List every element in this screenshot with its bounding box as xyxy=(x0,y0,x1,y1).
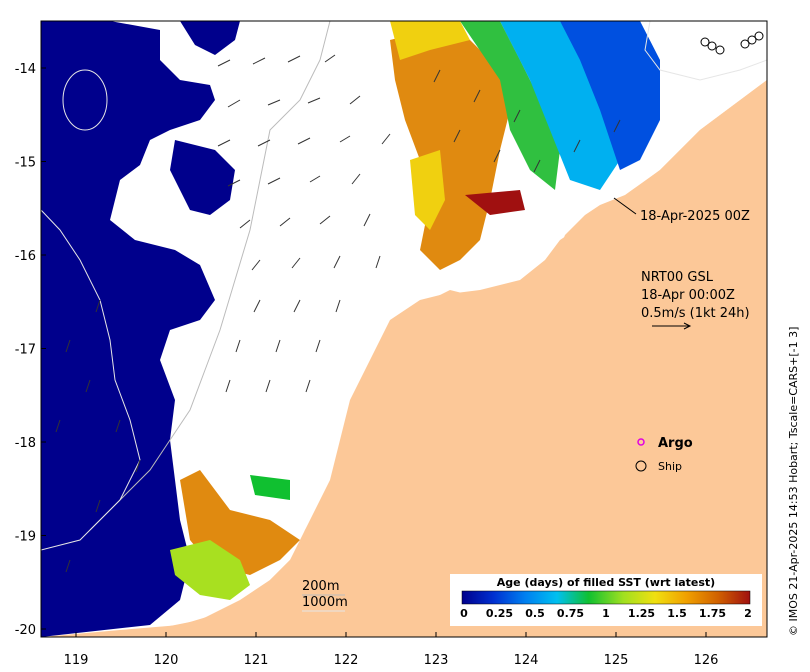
sst-yellow-patch xyxy=(410,150,445,230)
colorbar-labels: 0 0.25 0.5 0.75 1 1.25 1.5 1.75 2 xyxy=(460,607,752,620)
ship-label: Ship xyxy=(658,460,682,473)
sst-lime-south xyxy=(170,540,250,600)
colorbar-gradient xyxy=(461,590,751,605)
map-plot-area xyxy=(41,21,767,637)
colorbar-tick-label: 0.5 xyxy=(525,607,545,620)
x-tick-label: 124 xyxy=(514,653,539,668)
colorbar-title: Age (days) of filled SST (wrt latest) xyxy=(497,576,715,589)
current-legend: NRT00 GSL 18-Apr 00:00Z 0.5m/s (1kt 24h) xyxy=(641,270,750,330)
date-pointer: 18-Apr-2025 00Z xyxy=(613,197,750,224)
argo-marker-icon xyxy=(637,438,645,446)
sst-yellow-band xyxy=(390,21,470,60)
current-time: 18-Apr 00:00Z xyxy=(641,288,735,303)
coastline-land xyxy=(90,80,767,637)
plot-frame xyxy=(40,20,768,638)
current-title: NRT00 GSL xyxy=(641,270,714,285)
colorbar-tick-label: 0.25 xyxy=(486,607,513,620)
colorbar-tick-label: 0 xyxy=(460,607,468,620)
colorbar-tick-label: 0.75 xyxy=(557,607,584,620)
argo-legend: Argo xyxy=(637,436,693,451)
y-tick-label: -16 xyxy=(15,249,36,264)
argo-label: Argo xyxy=(658,436,693,451)
sst-old-north xyxy=(180,21,240,55)
sst-old-patch xyxy=(170,140,235,215)
current-scale: 0.5m/s (1kt 24h) xyxy=(641,306,750,321)
x-tick-label: 123 xyxy=(424,653,449,668)
sst-blue-east xyxy=(560,21,660,170)
x-tick-label: 122 xyxy=(334,653,359,668)
date-pointer-label: 18-Apr-2025 00Z xyxy=(640,209,750,224)
dampier-peninsula xyxy=(430,300,480,385)
ship-tracks xyxy=(700,31,764,55)
contour-200m xyxy=(89,21,331,531)
ship-marker-icon xyxy=(635,460,647,472)
credit-text: © IMOS 21-Apr-2025 14:53 Hobart; Tscale=… xyxy=(787,327,800,636)
y-tick-label: -19 xyxy=(15,530,36,545)
depth-legend: 200m 1000m xyxy=(302,579,348,612)
y-tick-label: -14 xyxy=(15,62,36,77)
sst-old-west xyxy=(41,21,215,637)
contour-east xyxy=(644,21,767,81)
colorbar-tick-label: 1.25 xyxy=(628,607,655,620)
x-tick-label: 120 xyxy=(154,653,179,668)
y-tick-label: -15 xyxy=(15,156,36,171)
colorbar-tick-label: 1.75 xyxy=(699,607,726,620)
sst-darkred-patch xyxy=(465,190,525,215)
contour-1000m xyxy=(41,209,141,551)
x-tick-label: 126 xyxy=(694,653,719,668)
sst-green-south xyxy=(250,475,290,500)
colorbar-tick-label: 2 xyxy=(744,607,752,620)
y-tick-label: -17 xyxy=(15,343,36,358)
x-tick-label: 121 xyxy=(244,653,269,668)
colorbar-tick-label: 1.5 xyxy=(667,607,687,620)
y-axis: -14 -15 -16 -17 -18 -19 -20 xyxy=(15,62,46,638)
sst-green-band xyxy=(460,21,560,190)
contour-ring xyxy=(62,69,108,131)
current-arrows xyxy=(55,54,621,573)
x-tick-label: 125 xyxy=(604,653,629,668)
depth-200-label: 200m xyxy=(302,579,339,594)
scale-arrowhead-icon xyxy=(683,322,692,330)
x-axis: 119 120 121 122 123 124 125 126 xyxy=(64,632,719,668)
y-tick-label: -18 xyxy=(15,436,36,451)
depth-1000-label: 1000m xyxy=(302,595,348,610)
x-tick-label: 119 xyxy=(64,653,89,668)
y-tick-label: -20 xyxy=(15,623,36,638)
ship-legend: Ship xyxy=(635,460,682,473)
colorbar-tick-label: 1 xyxy=(602,607,610,620)
